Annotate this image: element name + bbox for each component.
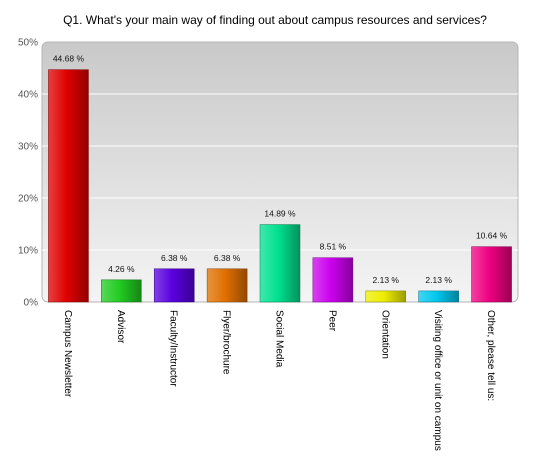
- data-label: 10.64 %: [476, 231, 508, 241]
- category-label: Other, please tell us:: [485, 310, 496, 401]
- data-label: 2.13 %: [425, 275, 452, 285]
- bar: [471, 246, 512, 303]
- bar: [48, 69, 89, 303]
- category-label: Faculty/Instructor: [168, 310, 179, 387]
- category-labels: Campus Newsletter Advisor Faculty/Instruct…: [62, 310, 496, 451]
- category-label: Flyer/brochure: [221, 310, 232, 375]
- data-label: 4.26 %: [108, 264, 135, 274]
- y-tick-label: 10%: [18, 246, 38, 257]
- data-label: 8.51 %: [320, 242, 347, 252]
- y-tick-label: 0%: [24, 298, 39, 309]
- chart-title: Q1. What's your main way of finding out …: [63, 13, 487, 27]
- data-label: 2.13 %: [373, 275, 400, 285]
- category-label: Campus Newsletter: [62, 310, 73, 398]
- y-axis: 0% 10% 20% 30% 40% 50%: [18, 38, 38, 309]
- bar: [312, 257, 354, 303]
- y-tick-label: 20%: [18, 194, 38, 205]
- category-label: Social Media: [274, 310, 285, 368]
- bar: [206, 268, 248, 303]
- data-label: 14.89 %: [264, 209, 296, 219]
- category-label: Visiting office or unit on campus: [432, 310, 443, 451]
- y-tick-label: 30%: [18, 142, 38, 153]
- data-label: 44.68 %: [53, 54, 85, 64]
- bar: [101, 279, 142, 303]
- data-label: 6.38 %: [161, 253, 188, 263]
- category-label: Advisor: [115, 310, 126, 344]
- bar: [365, 290, 407, 303]
- bar: [418, 290, 459, 303]
- y-tick-label: 40%: [18, 90, 38, 101]
- category-label: Orientation: [379, 310, 390, 359]
- data-label: 6.38 %: [214, 253, 241, 263]
- bars: 44.68 % 4.26 % 6.38 % 6.38 % 14.89 % 8.51 % 2.…: [48, 54, 512, 303]
- bar: [153, 268, 195, 303]
- category-label: Peer: [326, 310, 337, 332]
- y-tick-label: 50%: [18, 38, 38, 49]
- bar: [259, 224, 301, 303]
